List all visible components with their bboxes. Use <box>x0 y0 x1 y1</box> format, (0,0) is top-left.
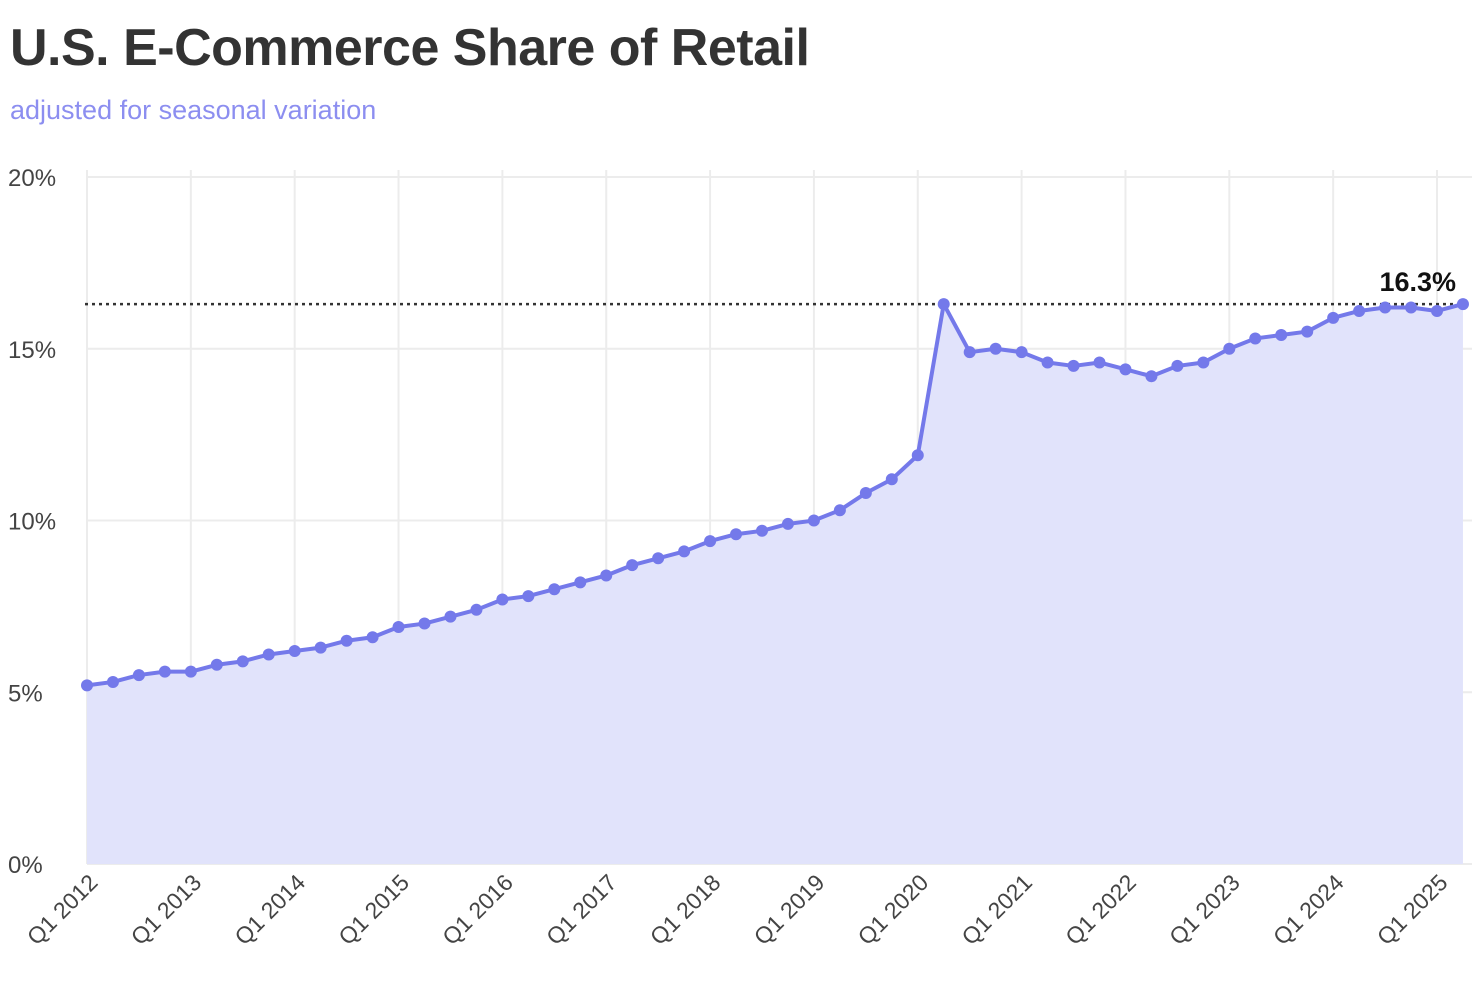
data-points <box>81 298 1469 692</box>
data-point <box>781 517 794 530</box>
data-point <box>600 569 613 582</box>
data-point <box>678 545 691 558</box>
y-tick-label: 15% <box>8 337 56 364</box>
x-tick-label: Q1 2015 <box>333 869 414 950</box>
x-tick-label: Q1 2022 <box>1060 869 1141 950</box>
data-point <box>1275 329 1288 342</box>
chart-subtitle: adjusted for seasonal variation <box>10 95 377 125</box>
data-point <box>626 559 639 572</box>
data-point <box>911 449 924 462</box>
x-tick-label: Q1 2024 <box>1268 869 1349 950</box>
data-point <box>756 524 768 537</box>
data-point <box>885 473 898 486</box>
reference-line-group: 16.3% <box>85 267 1463 306</box>
data-point <box>288 645 301 658</box>
data-point <box>1093 356 1106 369</box>
data-point <box>314 641 327 654</box>
x-tick-label: Q1 2013 <box>126 869 207 950</box>
data-point <box>704 535 717 548</box>
x-tick-label: Q1 2023 <box>1164 869 1245 950</box>
x-tick-label: Q1 2012 <box>22 869 103 950</box>
x-axis: Q1 2012 Q1 2013 Q1 2014 Q1 2015 Q1 2016 Q1 20… <box>22 869 1453 950</box>
x-tick-label: Q1 2018 <box>645 869 726 950</box>
data-point <box>106 675 119 688</box>
data-point <box>496 593 509 606</box>
data-point <box>989 342 1002 355</box>
data-point <box>807 514 820 527</box>
data-point <box>1145 370 1158 383</box>
data-point <box>1249 332 1262 345</box>
data-point <box>1197 356 1210 369</box>
data-point <box>1119 363 1132 376</box>
data-point <box>522 590 535 603</box>
area-fill <box>87 304 1463 865</box>
x-tick-label: Q1 2020 <box>853 869 934 950</box>
data-point <box>262 648 275 661</box>
data-point <box>548 583 561 596</box>
data-point <box>1067 359 1080 372</box>
data-point <box>574 576 587 589</box>
data-point <box>184 665 197 678</box>
data-point <box>730 528 743 541</box>
data-point <box>444 610 457 623</box>
y-tick-label: 0% <box>8 852 43 879</box>
y-axis: 0% 5% 10% 15% 20% <box>8 165 56 879</box>
data-point <box>470 603 483 616</box>
x-tick-label: Q1 2025 <box>1372 869 1453 950</box>
y-tick-label: 10% <box>8 509 56 536</box>
data-point <box>1353 304 1366 317</box>
area-path <box>87 304 1463 865</box>
data-point <box>1301 325 1314 338</box>
data-point <box>210 658 223 671</box>
data-point <box>1405 301 1418 314</box>
data-point <box>833 504 846 517</box>
data-point <box>340 634 353 647</box>
y-tick-label: 5% <box>8 680 43 707</box>
data-point <box>1431 304 1443 317</box>
data-point <box>158 665 171 678</box>
data-point <box>418 617 431 630</box>
reference-label: 16.3% <box>1379 267 1456 297</box>
x-tick-label: Q1 2014 <box>229 869 310 950</box>
data-point <box>132 669 145 682</box>
chart-title: U.S. E-Commerce Share of Retail <box>10 19 810 77</box>
data-point <box>963 346 976 359</box>
x-tick-label: Q1 2019 <box>749 869 830 950</box>
data-point <box>236 655 249 668</box>
x-tick-label: Q1 2016 <box>437 869 518 950</box>
data-point <box>1327 311 1340 324</box>
data-point <box>366 631 379 644</box>
data-point <box>392 620 405 633</box>
y-tick-label: 20% <box>8 165 56 192</box>
x-tick-label: Q1 2017 <box>541 869 622 950</box>
data-point <box>81 679 93 692</box>
x-tick-label: Q1 2021 <box>956 869 1037 950</box>
data-point <box>1171 359 1184 372</box>
data-point <box>937 298 950 311</box>
data-point <box>1456 298 1469 311</box>
data-point <box>1041 356 1054 369</box>
data-point <box>1015 346 1028 359</box>
data-point <box>652 552 665 565</box>
data-point <box>1379 301 1392 314</box>
data-point <box>1223 342 1236 355</box>
data-point <box>859 487 872 500</box>
